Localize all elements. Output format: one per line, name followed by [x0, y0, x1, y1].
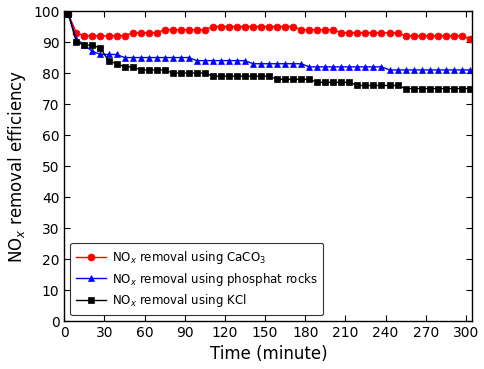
Line: NO$_x$ removal using CaCO$_3$: NO$_x$ removal using CaCO$_3$	[65, 11, 472, 42]
NO$_x$ removal using phosphat rocks	[153, 55, 159, 60]
Y-axis label: NO$_x$ removal efficiency: NO$_x$ removal efficiency	[5, 69, 28, 263]
NO$_x$ removal using phosphat rocks	[330, 65, 335, 69]
NO$_x$ removal using phosphat rocks	[65, 12, 71, 16]
X-axis label: Time (minute): Time (minute)	[209, 345, 327, 363]
NO$_x$ removal using CaCO$_3$	[65, 12, 71, 16]
NO$_x$ removal using CaCO$_3$	[194, 27, 199, 32]
NO$_x$ removal using KCl	[194, 71, 199, 75]
NO$_x$ removal using phosphat rocks	[466, 68, 472, 72]
NO$_x$ removal using CaCO$_3$	[185, 27, 191, 32]
NO$_x$ removal using KCl	[185, 71, 191, 75]
NO$_x$ removal using CaCO$_3$	[354, 31, 360, 35]
Line: NO$_x$ removal using KCl: NO$_x$ removal using KCl	[65, 11, 472, 92]
Legend: NO$_x$ removal using CaCO$_3$, NO$_x$ removal using phosphat rocks, NO$_x$ remov: NO$_x$ removal using CaCO$_3$, NO$_x$ re…	[70, 243, 323, 315]
NO$_x$ removal using CaCO$_3$	[153, 31, 159, 35]
NO$_x$ removal using KCl	[330, 80, 335, 85]
NO$_x$ removal using phosphat rocks	[354, 65, 360, 69]
NO$_x$ removal using KCl	[65, 12, 71, 16]
NO$_x$ removal using CaCO$_3$	[458, 34, 464, 38]
NO$_x$ removal using phosphat rocks	[194, 58, 199, 63]
NO$_x$ removal using phosphat rocks	[458, 68, 464, 72]
NO$_x$ removal using KCl	[458, 86, 464, 91]
NO$_x$ removal using KCl	[402, 86, 408, 91]
NO$_x$ removal using CaCO$_3$	[466, 37, 472, 41]
NO$_x$ removal using phosphat rocks	[386, 68, 392, 72]
NO$_x$ removal using KCl	[153, 68, 159, 72]
NO$_x$ removal using CaCO$_3$	[330, 27, 335, 32]
NO$_x$ removal using KCl	[354, 83, 360, 88]
NO$_x$ removal using phosphat rocks	[185, 55, 191, 60]
NO$_x$ removal using KCl	[466, 86, 472, 91]
Line: NO$_x$ removal using phosphat rocks: NO$_x$ removal using phosphat rocks	[65, 11, 472, 73]
